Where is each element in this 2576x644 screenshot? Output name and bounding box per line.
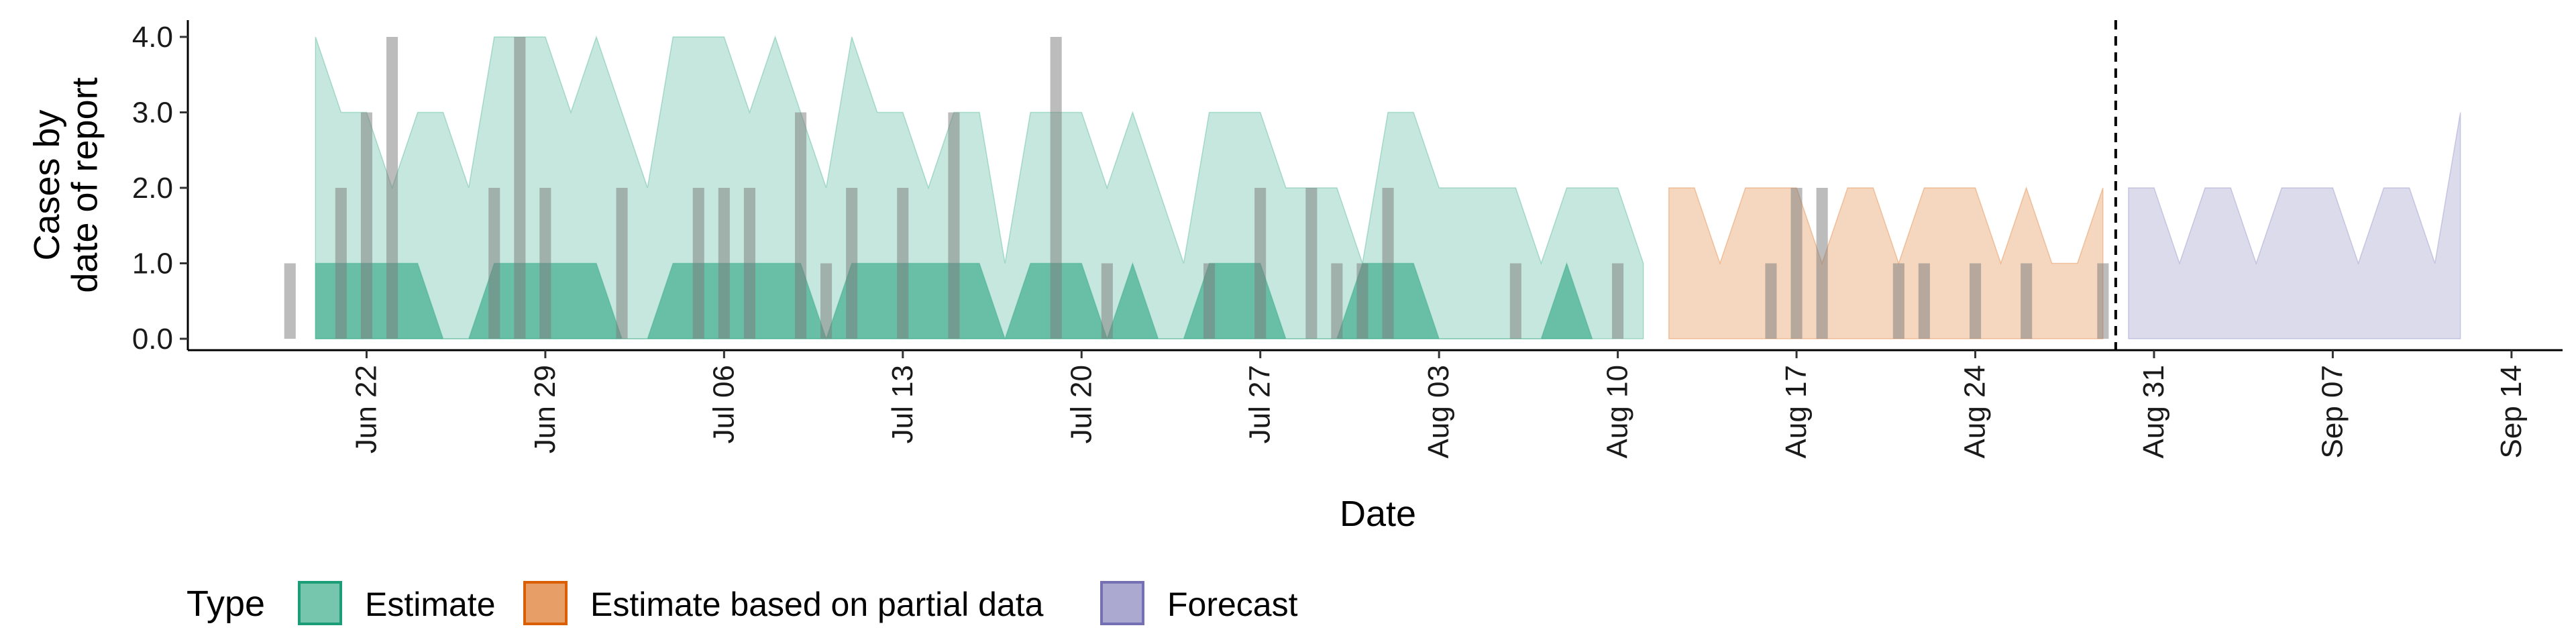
case-bar <box>1305 188 1318 339</box>
x-tick-label: Jun 29 <box>529 365 561 453</box>
case-bar <box>386 37 398 339</box>
case-bar <box>1356 263 1368 339</box>
x-tick-label: Jul 06 <box>707 365 740 443</box>
case-bar <box>718 188 730 339</box>
case-bar <box>1331 263 1343 339</box>
legend-swatch <box>1100 581 1144 625</box>
case-bar <box>1970 263 1982 339</box>
case-bar <box>539 188 551 339</box>
case-bar <box>360 112 372 339</box>
case-bar <box>335 188 347 339</box>
x-tick-label: Aug 03 <box>1422 365 1455 458</box>
y-tick-label: 1.0 <box>132 248 173 280</box>
x-tick-label: Jun 22 <box>350 365 383 453</box>
x-tick-label: Sep 14 <box>2495 365 2528 458</box>
case-bar <box>1892 263 1904 339</box>
case-bar <box>795 112 807 339</box>
x-tick-label: Jul 13 <box>886 365 919 443</box>
x-axis-title: Date <box>1340 494 1416 534</box>
y-tick-label: 0.0 <box>132 323 173 356</box>
case-bar <box>1101 263 1113 339</box>
case-bar <box>948 112 960 339</box>
legend: Type Estimate Estimate based on partial d… <box>186 581 1298 625</box>
case-bar <box>1203 263 1216 339</box>
x-tick-label: Aug 31 <box>2137 365 2170 458</box>
x-axis-ticks: Jun 22 Jun 29 Jul 06 Jul 13 Jul 20 Jul 27 Aug … <box>350 350 2528 458</box>
legend-label: Estimate <box>365 586 496 623</box>
case-bar <box>1765 263 1777 339</box>
case-bar <box>284 263 296 339</box>
case-bar <box>1382 188 1394 339</box>
x-tick-label: Jul 20 <box>1065 365 1097 443</box>
x-tick-label: Sep 07 <box>2316 365 2349 458</box>
x-tick-label: Aug 24 <box>1959 365 1992 458</box>
legend-label: Estimate based on partial data <box>590 586 1044 623</box>
legend-swatch <box>298 581 342 625</box>
x-tick-label: Aug 17 <box>1780 365 1813 458</box>
y-axis-title-line: date of report <box>65 77 105 292</box>
bar-layer <box>284 37 2109 339</box>
case-bar <box>1790 188 1803 339</box>
case-bar <box>1050 37 1062 339</box>
legend-label: Forecast <box>1167 586 1298 623</box>
case-bar <box>1918 263 1930 339</box>
case-bar <box>2097 263 2109 339</box>
case-bar <box>820 263 833 339</box>
case-bar <box>616 188 628 339</box>
x-tick-label: Aug 10 <box>1601 365 1634 458</box>
x-tick-label: Jul 27 <box>1244 365 1277 443</box>
case-bar <box>1254 188 1267 339</box>
case-bar <box>1509 263 1521 339</box>
y-tick-label: 2.0 <box>132 172 173 205</box>
ribbon-forecast-outer <box>2128 112 2461 339</box>
legend-title: Type <box>186 584 265 624</box>
case-bar <box>743 188 755 339</box>
case-bar <box>1612 263 1624 339</box>
y-tick-label: 3.0 <box>132 97 173 129</box>
y-axis-ticks: 0.0 1.0 2.0 3.0 4.0 <box>132 21 188 356</box>
y-axis-title: Cases bydate of report <box>27 77 105 292</box>
case-bar <box>897 188 909 339</box>
legend-items: Estimate Estimate based on partial data Fo… <box>298 581 1298 625</box>
legend-swatch <box>523 581 568 625</box>
case-bar <box>488 188 500 339</box>
y-tick-label: 4.0 <box>132 21 173 54</box>
ribbon-partial-outer <box>1668 186 2104 339</box>
case-bar <box>846 188 858 339</box>
case-bar <box>1816 188 1828 339</box>
case-bar <box>514 37 526 339</box>
case-bar <box>2021 263 2033 339</box>
case-bar <box>692 188 704 339</box>
y-axis-title-line: Cases by <box>27 109 67 260</box>
axes: 0.0 1.0 2.0 3.0 4.0 Jun 22 Jun 29 Jul 06 Jul 13… <box>132 20 2563 458</box>
